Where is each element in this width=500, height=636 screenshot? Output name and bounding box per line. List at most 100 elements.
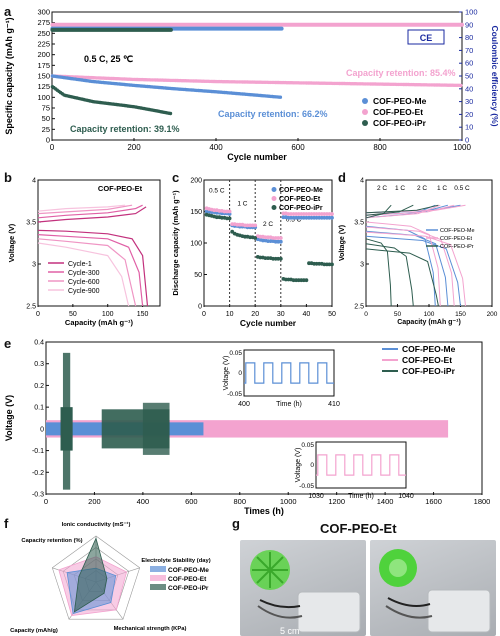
c-point-ipr (301, 278, 306, 283)
c-rate-label: 0.5 C (286, 216, 302, 223)
c-legend-label-me: COF-PEO-Me (279, 187, 323, 194)
e-x-tick-label: 1800 (474, 497, 491, 506)
c-point-et (245, 223, 250, 228)
a-y2-tick-label: 60 (465, 59, 473, 68)
c-point-me (322, 215, 327, 220)
a-x-tick-label: 1000 (453, 143, 471, 152)
c-point-ipr (330, 262, 334, 267)
a-y2-axis-title: Coulombic efficiency (%) (490, 25, 500, 126)
a-legend-marker-et (362, 109, 368, 115)
e-inset-2-y-tick-label: -0.05 (299, 483, 314, 490)
b-charge-curve-0 (37, 206, 147, 223)
e-y-tick-label: 0.2 (34, 383, 44, 390)
d-rate-label: 2 C (377, 185, 387, 192)
a-annotation-et: Capacity retention: 85.4% (346, 68, 456, 78)
e-inset-1-x-title: Time (h) (276, 401, 302, 408)
e-legend-label-et: COF-PEO-Et (402, 355, 452, 365)
c-point-et (289, 212, 293, 216)
a-legend-label-et: COF-PEO-Et (373, 107, 423, 117)
b-y-tick-label: 4 (32, 178, 36, 185)
c-point-et (309, 212, 314, 216)
e-y-tick-label: -0.1 (32, 448, 44, 455)
f-legend-label-et: COF-PEO-Et (168, 576, 207, 583)
e-legend-label-ipr: COF-PEO-iPr (402, 366, 456, 376)
c-y-axis-title: Discharge capacity (mAh g⁻¹) (171, 190, 180, 296)
a-y-tick-label: 250 (37, 29, 50, 38)
b-y-tick-label: 2.5 (26, 304, 36, 311)
d-rate-label: 2 C (417, 185, 427, 192)
a-legend-marker-me (362, 98, 368, 104)
d-charge-curve-et (365, 204, 455, 216)
d-discharge-curve-me (365, 235, 461, 307)
c-point-me (289, 215, 293, 220)
c-point-ipr (314, 261, 319, 266)
a-y2-tick-label: 30 (465, 97, 473, 106)
e-inset-1-y-tick-label: 0 (238, 370, 242, 377)
c-point-et (258, 234, 263, 239)
c-point-ipr (225, 216, 229, 221)
f-axis-label: Mechanical strength (KPa) (114, 626, 187, 632)
e-inset-2-y-tick-label: 0 (310, 462, 314, 469)
c-point-et (266, 235, 270, 240)
c-point-ipr (227, 216, 232, 221)
b-charge-curve-3 (37, 204, 126, 212)
e-inset-1-x-tick-label: 410 (328, 401, 340, 408)
e-inset-2-y-title: Voltage (V) (295, 448, 302, 483)
a-y-tick-label: 275 (37, 18, 50, 27)
b-y-tick-label: 3.5 (26, 220, 36, 227)
e-inset-2-x-tick-label: 1040 (398, 493, 414, 500)
c-point-ipr (276, 256, 281, 261)
a-y2-tick-label: 0 (465, 136, 469, 145)
b-legend-label-1: Cycle-300 (68, 270, 100, 277)
b-x-tick-label: 100 (102, 311, 114, 318)
chart-a: 0 200 400 600 800 100002550751001251501752002… (4, 8, 500, 163)
f-legend-label-me: COF-PEO-Me (168, 567, 209, 574)
c-point-et (301, 212, 306, 216)
a-x-tick-label: 0 (50, 143, 55, 152)
b-y-axis-title: Voltage (V) (7, 223, 16, 262)
e-inset-1-x-tick-label: 400 (238, 401, 250, 408)
a-y-axis-title: Specific capacity (mAh g⁻¹) (4, 17, 14, 134)
c-point-me (317, 215, 322, 220)
c-point-et (253, 223, 258, 228)
e-inset-1-y-tick-label: -0.05 (227, 391, 242, 398)
chart-c: 0 10 20 30 40 50 0 50 100 150 200 Cycle number Disch… (171, 178, 336, 329)
e-x-tick-label: 800 (234, 497, 247, 506)
d-legend-label-me: COF-PEO-Me (440, 228, 475, 234)
c-point-et (291, 212, 296, 216)
e-x-tick-label: 400 (137, 497, 150, 506)
a-y2-tick-label: 20 (465, 110, 473, 119)
a-capacity-point-me (278, 95, 283, 99)
c-x-tick-label: 0 (202, 311, 206, 318)
photo-right (370, 540, 496, 636)
c-rate-label: 0.5 C (209, 188, 225, 195)
a-y-tick-label: 300 (37, 8, 50, 17)
e-inset-2-y-tick-label: 0.05 (301, 442, 314, 449)
c-point-et (227, 209, 232, 214)
d-discharge-curve-et (365, 231, 466, 307)
e-y-tick-label: -0.2 (32, 470, 44, 477)
d-rate-label: 0.5 C (454, 185, 470, 192)
f-axis-label: Capacity retention (%) (21, 538, 82, 544)
d-y-tick-label: 4 (360, 178, 364, 185)
d-discharge-curve-ipr (365, 243, 414, 307)
d-x-tick-label: 100 (424, 311, 435, 318)
panel-label-d: d (338, 170, 346, 185)
d-x-axis-title: Capacity (mAh g⁻¹) (397, 319, 461, 326)
c-point-et (271, 236, 275, 240)
c-legend-marker-et (271, 196, 277, 201)
a-condition-label: 0.5 C, 25 ℃ (84, 54, 133, 64)
c-point-me (309, 215, 314, 220)
a-y-tick-label: 150 (37, 72, 50, 81)
panel-label-c: c (172, 170, 180, 185)
a-y-tick-label: 50 (42, 114, 50, 123)
e-y-tick-label: 0.4 (34, 340, 44, 347)
e-inset-1-trace (244, 362, 334, 384)
photo-left-drawing: 5 cm (250, 550, 361, 636)
a-y-tick-label: 125 (37, 82, 50, 91)
f-legend-swatch-et (150, 575, 166, 581)
c-point-et (212, 208, 217, 213)
d-x-tick-label: 50 (394, 311, 402, 318)
c-legend-label-ipr: COF-PEO-iPr (279, 205, 323, 212)
c-point-ipr (214, 215, 219, 220)
